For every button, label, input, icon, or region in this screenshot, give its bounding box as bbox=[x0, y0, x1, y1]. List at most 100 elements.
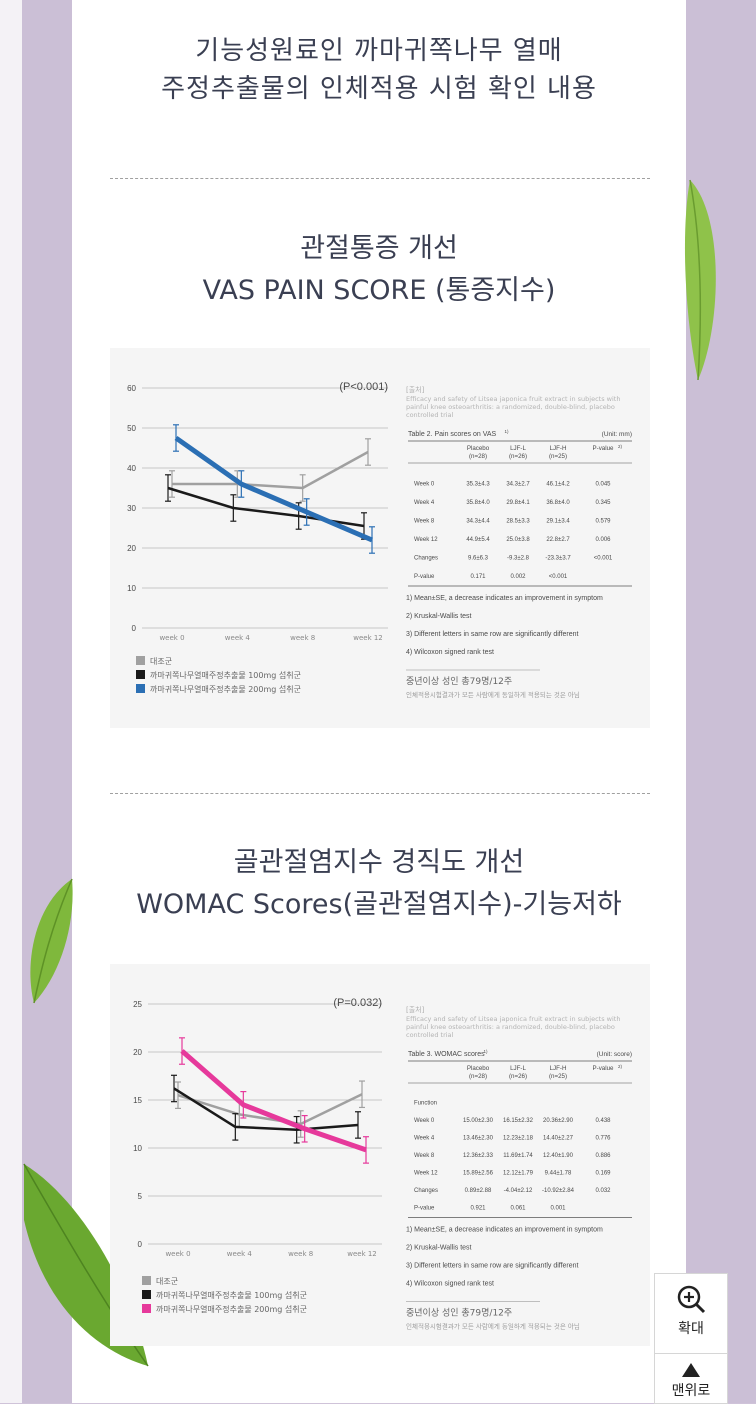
data-point bbox=[165, 474, 171, 502]
data-point bbox=[232, 1113, 239, 1141]
y-tick-label: 20 bbox=[133, 1048, 142, 1057]
table-cell: P-value bbox=[414, 1206, 435, 1212]
table-cell: Week 8 bbox=[414, 1153, 435, 1159]
x-tick-label: week 8 bbox=[288, 1250, 313, 1258]
data-point bbox=[240, 1090, 247, 1119]
data-point bbox=[171, 1074, 177, 1103]
zoom-button[interactable]: 확대 bbox=[654, 1273, 728, 1355]
table-cell: 12.36±2.33 bbox=[463, 1153, 494, 1159]
table-cell: Week 0 bbox=[414, 1118, 435, 1124]
table-cell: 25.0±3.8 bbox=[506, 537, 530, 543]
source-text: controlled trial bbox=[406, 1031, 454, 1039]
table-cell: <0.001 bbox=[594, 556, 613, 562]
table-note: 3) Different letters in same row are sig… bbox=[406, 1263, 579, 1270]
disclaimer-text: 인체적용시험결과가 모든 사람에게 동일하게 적용되는 것은 아님 bbox=[406, 690, 580, 699]
table-cell: 28.5±3.3 bbox=[506, 519, 530, 525]
main-title-line1: 기능성원료인 까마귀쪽나무 열매 bbox=[195, 36, 563, 66]
section2-title-line1: 골관절염지수 경직도 개선 bbox=[233, 847, 525, 878]
table-cell: Function bbox=[414, 1101, 437, 1107]
y-tick-label: 40 bbox=[127, 464, 136, 473]
table-cell: 0.006 bbox=[595, 537, 611, 543]
table-cell: 9.44±1.78 bbox=[545, 1171, 572, 1177]
table-cell: 12.40±1.90 bbox=[543, 1153, 574, 1159]
data-point bbox=[299, 474, 306, 502]
section-divider-1 bbox=[110, 178, 650, 179]
legend-label: 까마귀쪽나무열매주정추출물 200mg 섭취군 bbox=[150, 684, 301, 694]
legend-swatch bbox=[136, 656, 145, 665]
table-cell: Changes bbox=[414, 556, 438, 562]
table-cell: 0.032 bbox=[595, 1188, 611, 1194]
subjects-text: 중년이상 성인 총79명/12주 bbox=[406, 676, 512, 687]
section1-title-line2: VAS PAIN SCORE (통증지수) bbox=[202, 275, 556, 306]
vas-chart: 0 10 20 30 40 50 60 week 0 week 4 week 8 week 12 (P… bbox=[127, 381, 388, 694]
data-point bbox=[303, 498, 310, 526]
leaf-decoration-left-upper bbox=[30, 878, 73, 1004]
zoom-button-label: 확대 bbox=[678, 1321, 704, 1337]
left-edge bbox=[0, 0, 22, 1403]
data-point bbox=[293, 1115, 300, 1144]
table-header: LJF-L bbox=[510, 1065, 526, 1072]
y-tick-label: 15 bbox=[133, 1096, 142, 1105]
table-note: 1) Mean±SE, a decrease indicates an impr… bbox=[406, 1227, 603, 1234]
series-line-2 bbox=[174, 435, 373, 543]
zoom-in-icon bbox=[677, 1285, 706, 1314]
table-cell: 34.3±4.4 bbox=[466, 519, 490, 525]
data-point bbox=[359, 1080, 365, 1109]
table-note: 2) Kruskal-Wallis test bbox=[406, 1245, 472, 1252]
header-footnote-marker: 2) bbox=[618, 444, 623, 449]
section1-title: 관절통증 개선 VAS PAIN SCORE (통증지수) bbox=[72, 228, 686, 312]
series-line-0 bbox=[177, 1093, 363, 1126]
table-cell: 0.345 bbox=[595, 500, 611, 506]
table-unit: (Unit: score) bbox=[597, 1051, 632, 1058]
y-tick-label: 30 bbox=[127, 504, 136, 513]
table-cell: 46.1±4.2 bbox=[546, 482, 570, 488]
table-header: (n=25) bbox=[549, 453, 567, 460]
table-header: (n=28) bbox=[469, 1073, 487, 1080]
arrow-up-icon bbox=[682, 1363, 700, 1377]
data-point bbox=[230, 494, 237, 522]
table-cell: 15.00±2.30 bbox=[463, 1118, 494, 1124]
table-unit: (Unit: mm) bbox=[602, 431, 632, 438]
table-cell: Week 8 bbox=[414, 519, 435, 525]
scroll-top-button-label: 맨위로 bbox=[671, 1383, 711, 1399]
scroll-top-button[interactable]: 맨위로 bbox=[654, 1353, 728, 1404]
source-label: [출처] bbox=[406, 385, 425, 394]
x-tick-label: week 12 bbox=[347, 1250, 377, 1258]
table-cell: -10.92±2.84 bbox=[542, 1188, 575, 1194]
legend-label: 까마귀쪽나무열매주정추출물 100mg 섭취군 bbox=[156, 1290, 307, 1300]
table-cell: 13.46±2.30 bbox=[463, 1136, 494, 1142]
x-tick-label: week 0 bbox=[159, 634, 184, 642]
table-cell: 35.8±4.0 bbox=[466, 500, 490, 506]
y-tick-label: 20 bbox=[127, 544, 136, 553]
legend-label: 까마귀쪽나무열매주정추출물 200mg 섭취군 bbox=[156, 1304, 307, 1314]
table-cell: 0.045 bbox=[595, 482, 611, 488]
x-tick-label: week 4 bbox=[225, 634, 251, 642]
series-line-1 bbox=[173, 1087, 359, 1132]
data-point bbox=[365, 438, 371, 466]
table-cell: 0.061 bbox=[510, 1206, 526, 1212]
table-cell: 0.001 bbox=[550, 1206, 566, 1212]
table-cell: 36.8±4.0 bbox=[546, 500, 570, 506]
table-cell: 29.8±4.1 bbox=[506, 500, 530, 506]
legend-label: 대조군 bbox=[156, 1277, 178, 1286]
table-cell: 0.438 bbox=[595, 1118, 611, 1124]
p-value-annotation: (P=0.032) bbox=[333, 997, 382, 1009]
p-value-annotation: (P<0.001) bbox=[339, 381, 388, 393]
y-tick-label: 0 bbox=[132, 624, 137, 633]
table-note: 4) Wilcoxon signed rank test bbox=[406, 1281, 494, 1288]
data-point bbox=[297, 1110, 304, 1138]
source-text: painful knee osteoarthritis: a randomize… bbox=[406, 403, 615, 411]
womac-chart: 0 5 10 15 20 25 week 0 week 4 week 8 week 12 (P=0.… bbox=[133, 997, 382, 1314]
legend-swatch bbox=[142, 1304, 151, 1313]
table-cell: 0.579 bbox=[595, 519, 611, 525]
table-cell: Week 0 bbox=[414, 482, 435, 488]
table-cell: 14.40±2.27 bbox=[543, 1136, 574, 1142]
table-cell: 9.6±6.3 bbox=[468, 556, 489, 562]
table-cell: <0.001 bbox=[549, 574, 568, 580]
data-point bbox=[173, 424, 179, 452]
table-cell: 0.002 bbox=[510, 574, 526, 580]
y-tick-label: 0 bbox=[138, 1240, 143, 1249]
table-header: Placebo bbox=[467, 1065, 490, 1072]
x-tick-label: week 12 bbox=[353, 634, 383, 642]
y-tick-label: 25 bbox=[133, 1000, 142, 1009]
